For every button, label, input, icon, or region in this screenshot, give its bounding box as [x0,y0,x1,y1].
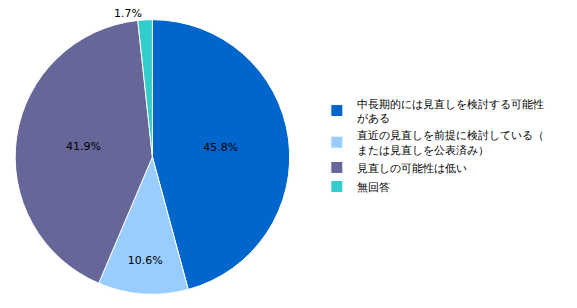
svg-text:1.7%: 1.7% [114,7,142,20]
svg-text:無回答: 無回答 [357,181,390,194]
svg-text:41.9%: 41.9% [66,140,101,153]
svg-text:45.8%: 45.8% [203,141,238,154]
svg-text:見直しの可能性は低い: 見直しの可能性は低い [357,162,467,175]
svg-text:中長期的には見直しを検討する可能性がある: 中長期的には見直しを検討する可能性がある [357,98,544,125]
svg-text:直近の見直しを前提に検討している（または見直しを公表済み）: 直近の見直しを前提に検討している（または見直しを公表済み） [357,129,544,156]
svg-text:10.6%: 10.6% [128,254,163,267]
